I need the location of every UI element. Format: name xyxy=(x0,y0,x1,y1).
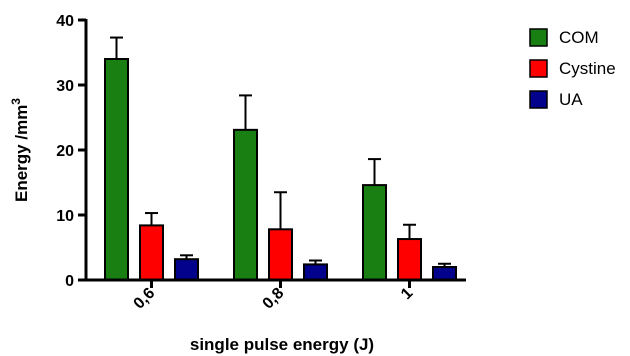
x-tick-label: 0,6 xyxy=(131,285,159,313)
y-axis-title-text: Energy /mm xyxy=(12,105,31,202)
bar-ua-1 xyxy=(174,258,199,282)
legend-swatch-cystine xyxy=(529,59,548,78)
bar-ua-2 xyxy=(303,263,328,281)
legend-label-com: COM xyxy=(559,28,599,47)
y-tick-label: 10 xyxy=(56,208,74,225)
y-tick-label: 20 xyxy=(56,143,74,160)
legend: COM Cystine UA xyxy=(529,28,616,109)
bar-cystine-2 xyxy=(268,228,293,282)
plot-area: 0 10 20 30 40 0,6 0,8 1 xyxy=(56,13,466,313)
legend-swatch-ua xyxy=(529,90,548,109)
legend-label-ua: UA xyxy=(559,90,583,109)
bar-ua-3 xyxy=(432,266,457,281)
bar-com-3 xyxy=(362,184,387,282)
y-tick-label: 0 xyxy=(65,273,74,290)
y-tick-label: 40 xyxy=(56,13,74,30)
bar-cystine-3 xyxy=(397,238,422,282)
y-axis-title-superscript: 3 xyxy=(9,98,23,105)
y-tick-label: 30 xyxy=(56,78,74,95)
bar-cystine-1 xyxy=(139,224,164,281)
x-axis-title: single pulse energy (J) xyxy=(190,335,374,354)
legend-swatch-com xyxy=(529,28,548,47)
x-tick-label: 0,8 xyxy=(260,285,288,313)
bar-com-2 xyxy=(233,128,258,281)
bar-com-1 xyxy=(104,58,129,281)
legend-label-cystine: Cystine xyxy=(559,59,616,78)
y-axis-title: Energy /mm3 xyxy=(9,98,31,202)
x-tick-label: 1 xyxy=(398,285,416,303)
